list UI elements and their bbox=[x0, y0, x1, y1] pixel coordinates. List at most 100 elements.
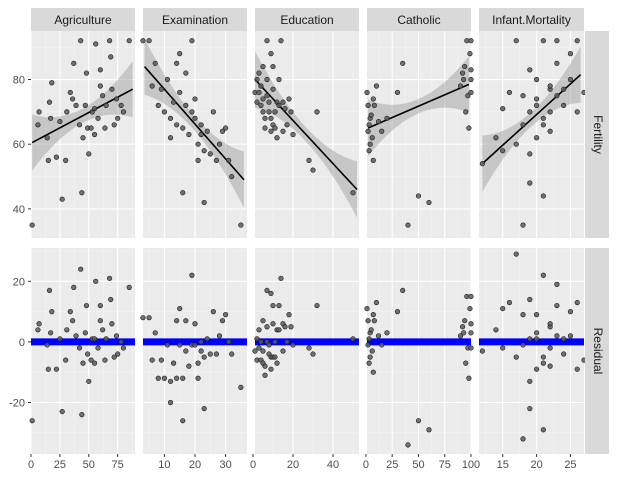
data-point bbox=[252, 348, 258, 354]
data-point bbox=[306, 345, 312, 351]
data-point bbox=[468, 321, 474, 327]
data-point bbox=[520, 312, 526, 318]
data-point bbox=[103, 336, 109, 342]
data-point bbox=[35, 122, 41, 128]
strip-label-fertility: Fertility bbox=[591, 115, 605, 154]
data-point bbox=[69, 318, 76, 324]
data-point bbox=[69, 96, 76, 102]
data-point bbox=[170, 360, 177, 366]
data-point bbox=[493, 135, 499, 141]
strip-examination bbox=[143, 8, 247, 31]
panel-infant-mortality-fertility bbox=[479, 31, 584, 238]
data-point bbox=[468, 293, 474, 300]
data-point bbox=[272, 354, 278, 360]
data-point bbox=[76, 122, 83, 128]
data-point bbox=[210, 109, 216, 115]
data-point bbox=[268, 290, 274, 297]
data-point bbox=[161, 375, 168, 381]
data-point bbox=[63, 357, 69, 363]
data-point bbox=[533, 76, 540, 83]
data-point bbox=[554, 333, 560, 339]
data-point bbox=[120, 345, 127, 351]
data-point bbox=[36, 109, 42, 115]
data-point bbox=[216, 141, 223, 147]
data-point bbox=[53, 366, 60, 372]
data-point bbox=[350, 190, 356, 196]
data-point bbox=[161, 109, 168, 115]
data-point bbox=[260, 318, 266, 324]
data-point bbox=[365, 102, 371, 108]
data-point bbox=[561, 336, 567, 342]
data-point bbox=[29, 418, 35, 424]
data-point bbox=[288, 324, 294, 330]
data-point bbox=[266, 342, 272, 348]
data-point bbox=[219, 318, 226, 324]
data-point bbox=[238, 222, 244, 228]
data-point bbox=[106, 275, 113, 281]
data-point bbox=[262, 372, 268, 378]
data-point bbox=[45, 157, 51, 163]
x-tick-label: 50 bbox=[83, 459, 95, 471]
data-point bbox=[459, 324, 466, 330]
data-point bbox=[314, 109, 320, 115]
data-point bbox=[574, 366, 580, 372]
data-point bbox=[468, 330, 474, 336]
x-tick-label: 10 bbox=[158, 459, 170, 471]
data-point bbox=[379, 128, 385, 134]
x-tick-label: 20 bbox=[530, 459, 542, 471]
data-point bbox=[78, 38, 84, 44]
data-point bbox=[500, 106, 506, 112]
data-point bbox=[520, 436, 526, 442]
data-point bbox=[210, 309, 216, 315]
data-point bbox=[272, 109, 278, 115]
data-point bbox=[174, 122, 180, 128]
data-point bbox=[113, 96, 120, 102]
data-point bbox=[254, 99, 260, 105]
data-point bbox=[100, 93, 106, 99]
data-point bbox=[567, 309, 574, 315]
data-point bbox=[78, 266, 84, 272]
data-point bbox=[547, 363, 553, 369]
data-point bbox=[207, 151, 213, 157]
data-point bbox=[204, 336, 210, 342]
data-point bbox=[183, 348, 189, 354]
data-point bbox=[97, 83, 103, 89]
data-point bbox=[108, 54, 114, 60]
data-point bbox=[158, 86, 164, 92]
data-point bbox=[276, 327, 282, 333]
data-point bbox=[264, 76, 270, 83]
data-point bbox=[109, 86, 115, 92]
data-point bbox=[29, 222, 35, 228]
data-point bbox=[213, 351, 220, 357]
data-point bbox=[284, 122, 290, 128]
data-point bbox=[46, 99, 53, 105]
data-point bbox=[527, 296, 533, 303]
data-point bbox=[44, 135, 50, 141]
x-tick-label: 25 bbox=[564, 459, 576, 471]
data-point bbox=[276, 76, 282, 83]
data-point bbox=[533, 330, 540, 336]
data-point bbox=[146, 38, 152, 44]
data-point bbox=[201, 148, 207, 154]
data-point bbox=[290, 131, 296, 138]
data-point bbox=[369, 135, 375, 141]
data-point bbox=[207, 351, 213, 357]
data-point bbox=[192, 321, 198, 327]
data-point bbox=[71, 284, 77, 290]
data-point bbox=[73, 102, 79, 108]
data-point bbox=[45, 366, 51, 372]
data-point bbox=[85, 351, 91, 357]
data-point bbox=[373, 83, 380, 89]
data-point bbox=[306, 157, 312, 163]
data-point bbox=[284, 339, 290, 345]
x-tick-label: 0 bbox=[363, 459, 369, 471]
data-point bbox=[513, 141, 519, 147]
y-tick-label: -20 bbox=[9, 398, 25, 410]
data-point bbox=[540, 122, 546, 128]
data-point bbox=[256, 327, 262, 333]
data-point bbox=[270, 302, 276, 309]
data-point bbox=[46, 287, 53, 294]
data-point bbox=[167, 135, 174, 141]
data-point bbox=[371, 102, 377, 108]
